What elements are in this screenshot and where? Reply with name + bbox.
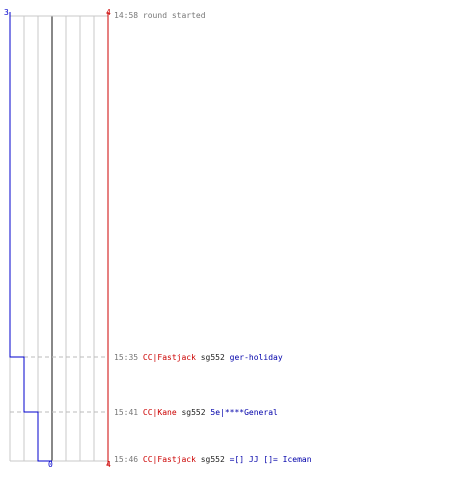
bottom-right-score-label: 4	[106, 460, 111, 469]
top-left-score-label: 3	[4, 8, 9, 17]
grid-lines	[9, 15, 109, 462]
killer-name: CC|Fastjack	[142, 455, 196, 464]
victim-name: ger-holiday	[229, 353, 283, 362]
top-right-score-label: 4	[106, 8, 111, 17]
victim-name: =[] JJ []= Iceman	[229, 455, 312, 464]
victim-name: 5e|****General	[210, 408, 278, 417]
event-row-kill: 15:46 CC|Fastjack sg552 =[] JJ []= Icema…	[114, 455, 312, 465]
bottom-left-score-label: 0	[48, 460, 53, 469]
event-time: 14:58	[114, 11, 139, 20]
event-row-round-start: 14:58 round started	[114, 11, 206, 21]
left-team-score-line	[9, 12, 52, 462]
killer-name: CC|Kane	[142, 408, 177, 417]
event-time: 15:41	[114, 408, 139, 417]
weapon-name: sg552	[200, 455, 225, 464]
killer-name: CC|Fastjack	[142, 353, 196, 362]
event-guide-lines	[10, 356, 108, 413]
event-time: 15:35	[114, 353, 139, 362]
event-row-kill: 15:41 CC|Kane sg552 5e|****General	[114, 408, 278, 418]
weapon-name: sg552	[181, 408, 206, 417]
weapon-name: sg552	[200, 353, 225, 362]
event-time: 15:46	[114, 455, 139, 464]
event-text: round started	[142, 11, 206, 20]
event-row-kill: 15:35 CC|Fastjack sg552 ger-holiday	[114, 353, 283, 363]
